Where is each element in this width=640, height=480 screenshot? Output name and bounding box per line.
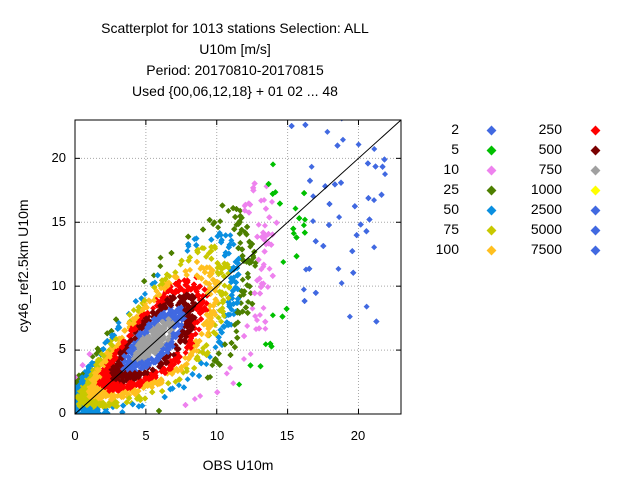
data-point [217,218,224,225]
data-point [244,323,251,330]
data-point [193,347,200,354]
data-point [221,282,228,289]
data-point [203,253,210,260]
data-point [269,161,276,168]
data-point [262,341,269,348]
data-point [230,241,237,248]
data-point [335,265,342,272]
data-point [182,349,189,356]
data-point [378,112,384,118]
data-point [261,196,268,203]
data-point [157,254,164,261]
data-point [300,286,307,293]
data-point [197,393,204,400]
data-point [371,146,378,153]
data-point [184,376,191,383]
data-point [370,110,376,116]
data-point [157,263,164,270]
data-point [280,258,287,265]
data-point [234,319,241,326]
data-point [378,112,384,118]
data-point [324,128,331,135]
data-point [260,304,267,311]
data-point [184,247,191,254]
data-point [249,305,256,312]
data-point [223,370,230,377]
data-point [370,110,376,116]
data-point [227,232,234,239]
data-point [203,361,210,368]
data-point [371,244,378,251]
data-point [355,141,362,148]
data-point [191,396,198,403]
data-point [247,290,254,297]
data-point [212,344,219,351]
data-point [382,171,389,178]
data-point [233,328,240,335]
data-point [191,364,198,371]
data-point [245,298,252,305]
data-point [269,198,276,205]
data-point [269,312,276,319]
data-point [240,356,247,363]
data-point [200,345,207,352]
data-point [339,136,346,143]
data-point [266,265,273,272]
data-point [199,244,206,251]
data-point [262,325,269,332]
data-point [340,120,344,122]
data-point [255,221,262,228]
data-point [230,380,237,387]
data-point [196,326,203,333]
data-point [172,378,179,385]
data-point [252,262,259,269]
data-point [260,263,267,270]
data-point [241,202,248,209]
data-point [310,193,317,200]
data-point [378,112,384,118]
data-point [236,381,243,388]
data-point [175,382,182,389]
data-point [239,276,246,283]
data-point [371,197,378,204]
data-point [209,362,216,369]
data-point [309,218,316,225]
data-point [237,239,244,246]
data-point [215,224,222,231]
data-point [130,307,137,314]
data-point [346,313,353,320]
data-point [370,110,376,116]
data-point [378,112,384,118]
data-point [227,364,234,371]
data-point [197,265,204,272]
data-point [150,272,157,279]
data-point [225,207,232,214]
data-point [215,314,222,321]
data-point [308,163,315,170]
data-point [256,311,263,318]
data-point [159,280,166,287]
data-point [336,101,342,107]
data-point [261,222,268,229]
data-point [247,351,254,358]
data-point [301,216,308,223]
data-point [215,271,222,278]
data-point [336,214,343,221]
data-point [218,318,225,325]
data-point [264,284,271,291]
data-point [228,237,235,244]
data-point [254,317,261,324]
data-point [186,266,193,273]
data-point [338,280,345,287]
data-point [363,303,370,310]
scatter-points [75,101,389,414]
data-point [141,291,148,298]
data-point [150,305,157,312]
data-point [292,205,299,212]
data-point [183,365,190,372]
data-point [244,270,251,277]
data-point [290,230,297,237]
data-point [300,222,307,229]
